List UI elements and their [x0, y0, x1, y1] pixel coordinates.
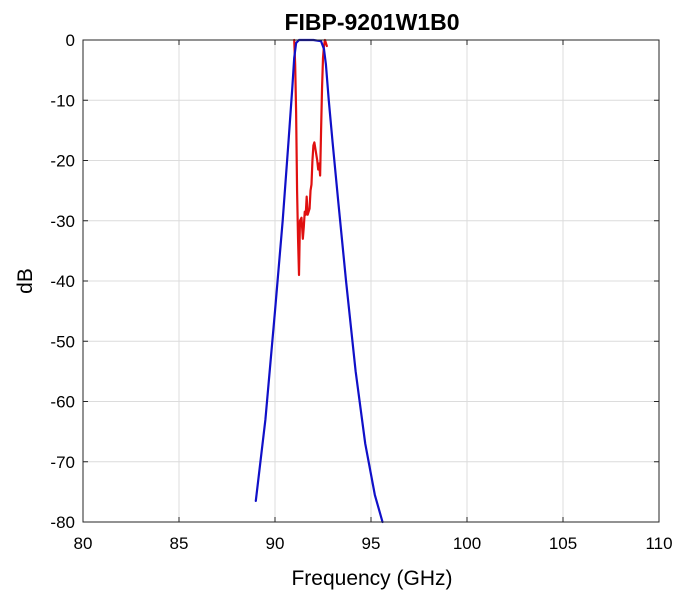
y-tick-label: -70	[50, 453, 75, 472]
x-tick-labels: 80 85 90 95 100 105 110	[74, 534, 673, 553]
x-tick-label: 90	[266, 534, 285, 553]
tick-marks	[82, 39, 660, 523]
series-lines	[254, 38, 384, 524]
y-tick-label: 0	[66, 31, 75, 50]
x-tick-label: 95	[362, 534, 381, 553]
y-tick-label: -60	[50, 393, 75, 412]
y-tick-label: -30	[50, 212, 75, 231]
series-line-2	[254, 38, 384, 524]
y-axis-label: dB	[14, 268, 37, 294]
y-tick-labels: 0 -10 -20 -30 -40 -50 -60 -70 -80	[50, 31, 75, 532]
y-tick-label: -50	[50, 332, 75, 351]
x-tick-label: 80	[74, 534, 93, 553]
x-tick-label: 85	[170, 534, 189, 553]
x-axis-label: Frequency (GHz)	[291, 567, 452, 590]
x-tick-label: 110	[645, 534, 672, 553]
chart-title: FIBP-9201W1B0	[284, 9, 459, 35]
x-tick-label: 105	[549, 534, 577, 553]
y-tick-label: -40	[50, 272, 75, 291]
series-line-1	[293, 38, 328, 277]
x-tick-label: 100	[453, 534, 481, 553]
y-tick-label: -20	[50, 152, 75, 171]
y-tick-label: -80	[50, 513, 75, 532]
y-tick-label: -10	[50, 91, 75, 110]
